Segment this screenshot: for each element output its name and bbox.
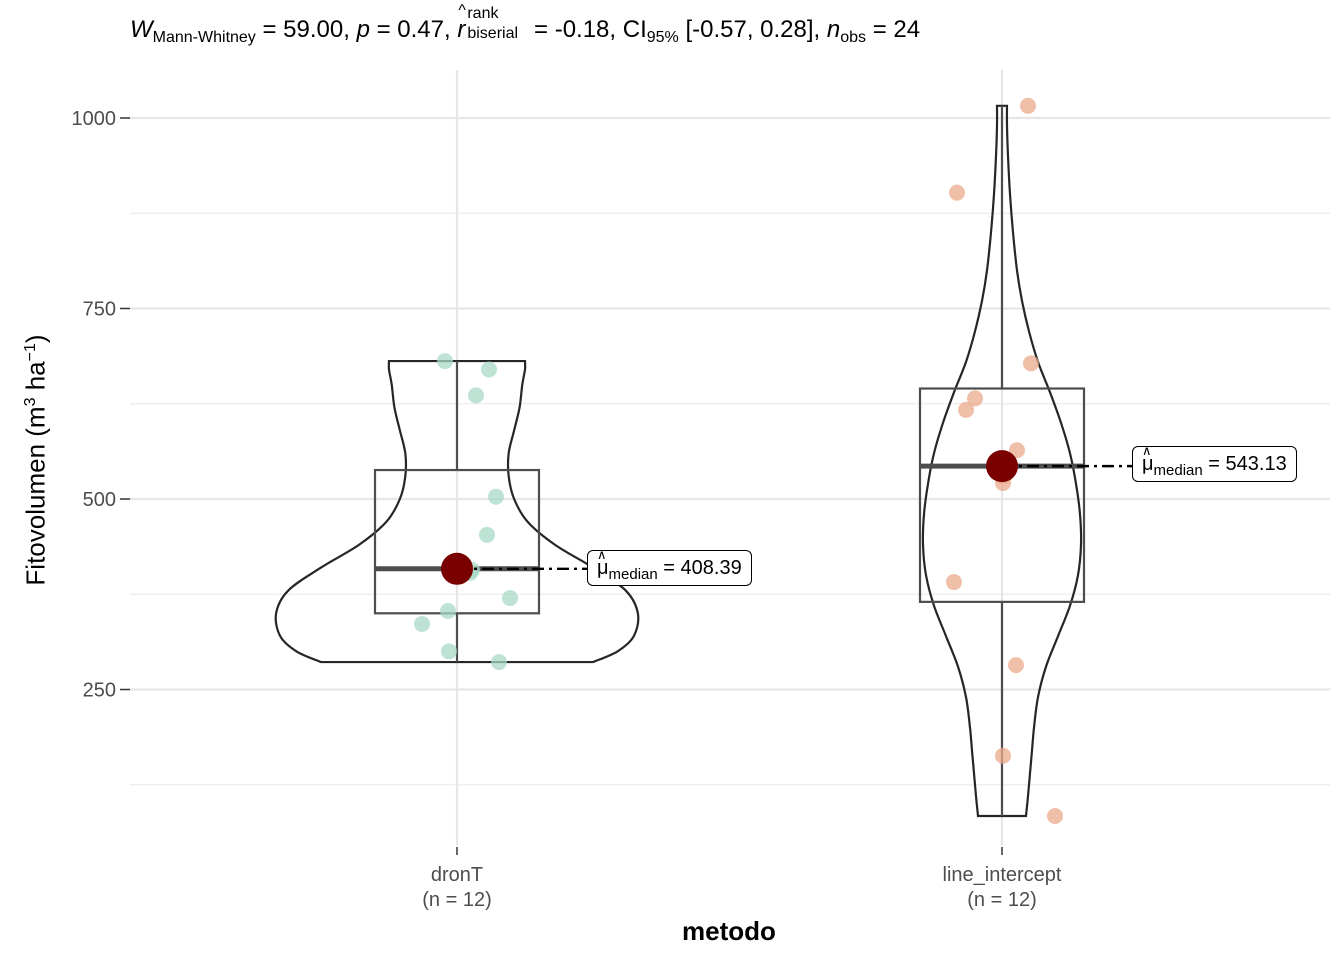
x-axis-title: metodo	[682, 916, 776, 946]
mu-symbol: μ	[1142, 436, 1154, 479]
n-sub: obs	[840, 29, 867, 46]
box	[373, 468, 541, 615]
mu-symbol: μ	[597, 540, 609, 583]
data-point	[468, 387, 484, 404]
data-point	[1047, 807, 1063, 824]
r-scripts: rank biserial	[465, 5, 527, 42]
x-axis-ticks: dronT (n = 12) line_intercept (n = 12)	[422, 847, 1062, 911]
median-dot	[441, 552, 473, 585]
data-points	[414, 97, 1063, 824]
data-point	[440, 603, 456, 620]
data-point	[414, 615, 430, 632]
ylabel-main: Fitovolumen (m	[20, 406, 51, 586]
n-symbol: n	[826, 16, 841, 43]
data-point	[491, 654, 507, 671]
r-sub: biserial	[467, 25, 519, 42]
data-point	[995, 747, 1011, 764]
w-sub: Mann-Whitney	[152, 29, 256, 46]
data-point	[958, 401, 974, 418]
r-sup: rank	[467, 5, 499, 22]
ylabel-sup1: 3	[21, 397, 39, 407]
data-point	[946, 574, 962, 591]
w-value: = 59.00,	[262, 16, 350, 43]
data-point	[1008, 657, 1024, 674]
ylabel-sup2: −1	[21, 343, 39, 362]
data-point	[488, 488, 504, 505]
data-point	[1023, 355, 1039, 372]
data-point	[949, 184, 965, 201]
data-point	[479, 526, 495, 543]
median-label-dronT: μmedian = 408.39	[587, 540, 752, 586]
ylabel-mid: ha	[20, 361, 51, 398]
y-tick-label: 1000	[72, 108, 117, 130]
p-value: = 0.47,	[376, 16, 451, 43]
data-point	[441, 643, 457, 660]
x-tick-count: (n = 12)	[422, 889, 491, 911]
box	[918, 387, 1086, 603]
ylabel-end: )	[20, 334, 51, 344]
y-axis-title: Fitovolumen (m3 ha−1)	[21, 334, 52, 585]
mu-sub: median	[608, 566, 658, 583]
ci-symbol: CI	[622, 16, 647, 43]
y-tick-label: 250	[83, 680, 116, 702]
r-symbol: r	[457, 2, 466, 44]
y-axis-ticks: 250 500 750 1000	[72, 108, 130, 702]
violins	[274, 104, 1083, 818]
median-markers	[441, 450, 1132, 585]
data-point	[1009, 442, 1025, 459]
ci-sub: 95%	[646, 29, 679, 46]
n-value: = 24	[872, 16, 921, 43]
x-tick-label: dronT	[431, 864, 483, 886]
median-value: = 408.39	[663, 557, 742, 579]
data-point	[502, 590, 518, 607]
y-tick-label: 750	[83, 299, 116, 321]
x-tick-count: (n = 12)	[967, 889, 1036, 911]
mu-sub: median	[1153, 462, 1203, 479]
median-dot	[986, 450, 1018, 483]
y-tick-label: 500	[83, 489, 116, 511]
r-value: = -0.18,	[534, 16, 617, 43]
w-symbol: W	[130, 16, 153, 43]
data-point	[437, 353, 453, 370]
p-symbol: p	[356, 16, 370, 43]
data-point	[967, 390, 983, 407]
violin-outline	[921, 104, 1083, 818]
boxplots	[373, 105, 1086, 816]
ci-value: [-0.57, 0.28],	[685, 16, 821, 43]
x-tick-label: line_intercept	[943, 864, 1062, 886]
median-value: = 543.13	[1208, 453, 1287, 475]
data-point	[481, 361, 497, 378]
median-label-line-intercept: μmedian = 543.13	[1132, 436, 1297, 482]
data-point	[1020, 97, 1036, 114]
